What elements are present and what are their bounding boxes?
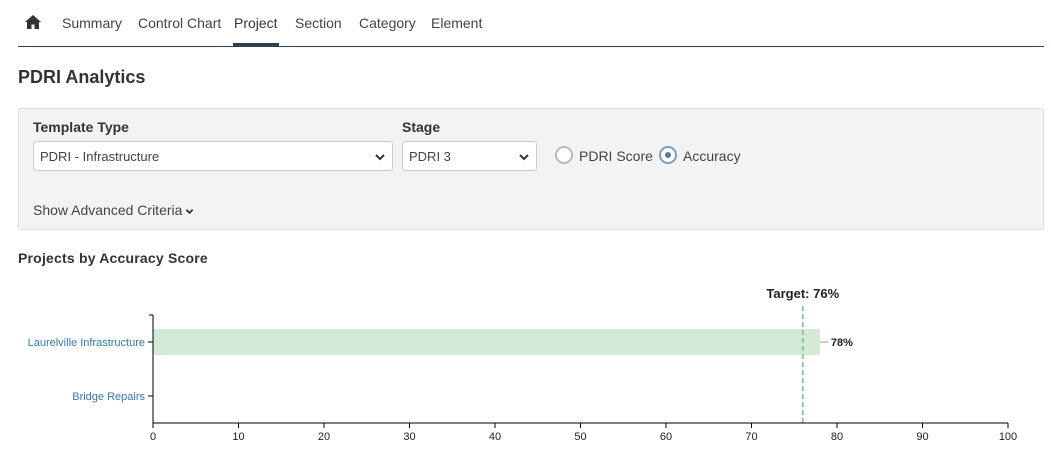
radio-circle[interactable] <box>555 146 573 164</box>
x-tick-label: 20 <box>318 431 330 443</box>
target-label: Target: 76% <box>766 286 839 301</box>
tab-element[interactable]: Element <box>431 15 483 31</box>
radio-circle[interactable] <box>659 146 677 164</box>
tab-summary[interactable]: Summary <box>62 15 122 31</box>
advanced-link-label: Show Advanced Criteria <box>33 202 183 218</box>
tab-project[interactable]: Project <box>233 15 279 46</box>
tab-category[interactable]: Category <box>359 15 416 31</box>
bar <box>153 329 820 355</box>
tab-section[interactable]: Section <box>295 15 342 31</box>
radio-pdri-score[interactable]: PDRI Score <box>555 146 655 166</box>
x-tick-label: 50 <box>574 431 586 443</box>
x-tick-label: 90 <box>916 431 928 443</box>
chevron-down-icon <box>186 208 194 214</box>
x-tick-label: 80 <box>831 431 843 443</box>
show-advanced-criteria-link[interactable]: Show Advanced Criteria <box>33 202 194 218</box>
template-type-label: Template Type <box>33 119 129 135</box>
chevron-down-icon <box>374 151 386 163</box>
radio-accuracy-label: Accuracy <box>683 148 741 164</box>
accuracy-bar-chart: 78% Target: 76% Laurelville Infrastructure… <box>28 286 1018 443</box>
page-title: PDRI Analytics <box>18 67 146 87</box>
x-tick-label: 0 <box>150 431 156 443</box>
chart-title: Projects by Accuracy Score <box>18 250 208 266</box>
top-nav: Summary Control Chart Project Section Ca… <box>18 0 1044 47</box>
x-tick-label: 10 <box>232 431 244 443</box>
filter-panel: Template Type PDRI - Infrastructure Stag… <box>18 108 1044 230</box>
stage-value: PDRI 3 <box>409 149 451 164</box>
x-tick-label: 70 <box>745 431 757 443</box>
chevron-down-icon <box>518 151 530 163</box>
x-tick-label: 100 <box>999 431 1017 443</box>
x-tick-label: 40 <box>489 431 501 443</box>
radio-pdri-score-label: PDRI Score <box>579 148 653 164</box>
x-tick-label: 30 <box>403 431 415 443</box>
category-label: Bridge Repairs <box>72 391 145 403</box>
template-type-select[interactable]: PDRI - Infrastructure <box>33 141 393 171</box>
radio-accuracy[interactable]: Accuracy <box>659 146 749 166</box>
stage-select[interactable]: PDRI 3 <box>402 141 537 171</box>
data-label: 78% <box>831 337 853 349</box>
template-type-value: PDRI - Infrastructure <box>40 149 160 164</box>
stage-label: Stage <box>402 119 441 135</box>
x-tick-label: 60 <box>660 431 672 443</box>
category-label: Laurelville Infrastructure <box>28 337 145 349</box>
tab-control-chart[interactable]: Control Chart <box>138 15 222 31</box>
home-icon[interactable] <box>24 13 42 31</box>
